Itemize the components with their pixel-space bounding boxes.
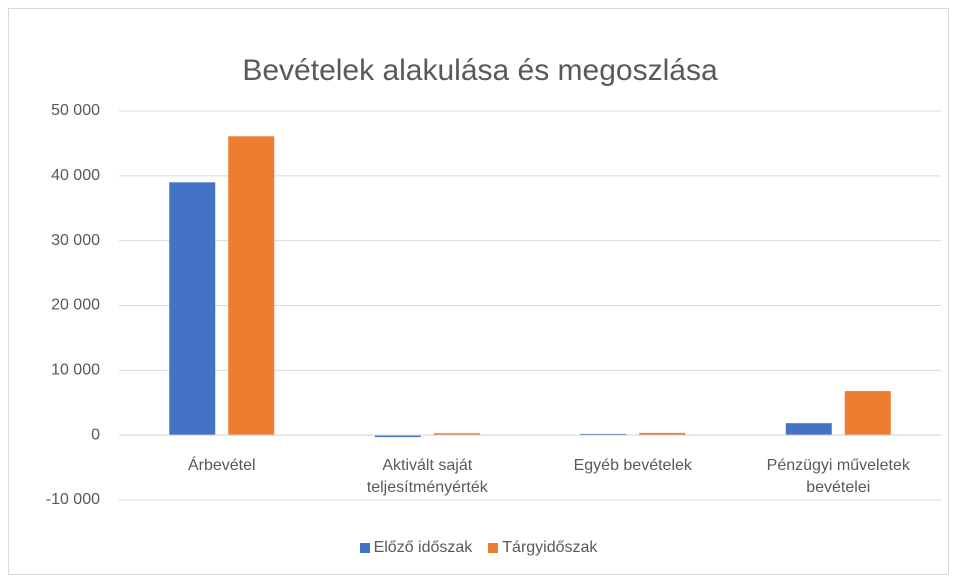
legend-item: Előző időszak <box>359 539 473 557</box>
legend-swatch <box>488 543 499 553</box>
legend-swatch <box>359 543 370 553</box>
bar <box>228 136 275 436</box>
y-tick-label: 20 000 <box>51 297 100 314</box>
y-tick-label: 30 000 <box>51 232 100 249</box>
bar <box>433 433 480 436</box>
bar <box>580 433 627 436</box>
bar <box>844 391 891 436</box>
legend-label: Tárgyidőszak <box>502 539 598 556</box>
y-tick-label: 50 000 <box>51 102 100 119</box>
legend-item: Tárgyidőszak <box>488 539 597 557</box>
y-tick-label: 40 000 <box>51 167 100 184</box>
x-tick-label: Pénzügyi műveletek bevételei <box>766 457 910 496</box>
legend-label: Előző időszak <box>373 539 473 556</box>
y-tick-label: -10 000 <box>46 491 100 508</box>
x-tick-label: Aktivált saját teljesítményérték <box>366 457 488 496</box>
x-tick-label: Árbevétel <box>187 457 256 474</box>
chart-title: Bevételek alakulása és megoszlása <box>242 54 718 87</box>
y-tick-label: 0 <box>91 426 100 443</box>
legend: Előző időszak Tárgyidőszak <box>0 539 957 557</box>
bar <box>374 435 421 438</box>
y-tick-label: 10 000 <box>51 362 100 379</box>
bar <box>169 182 216 436</box>
x-tick-label: Egyéb bevételek <box>573 457 692 474</box>
bar <box>785 423 832 436</box>
chart-border <box>8 8 949 575</box>
bar <box>639 432 686 436</box>
